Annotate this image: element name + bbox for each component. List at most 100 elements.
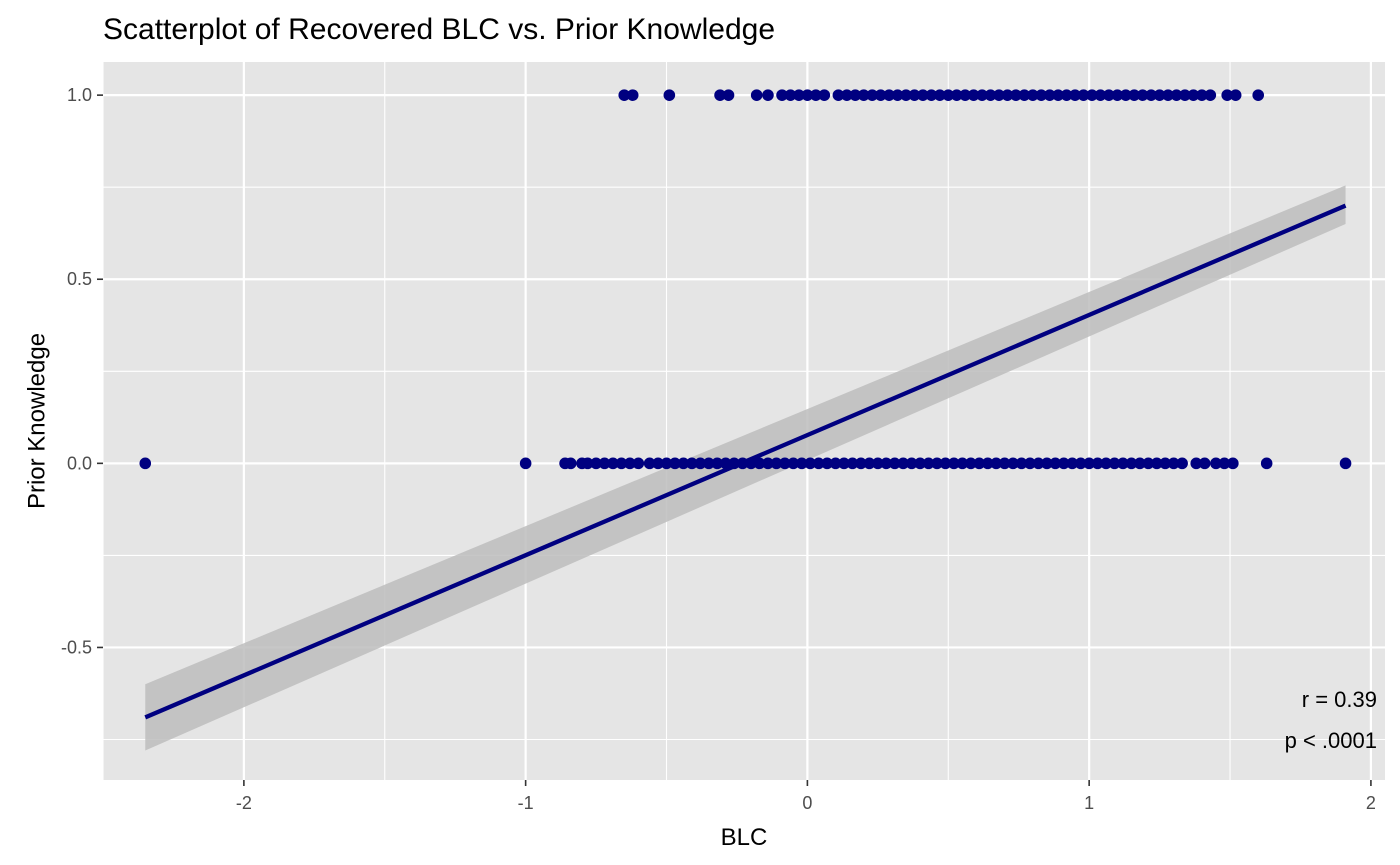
data-point xyxy=(829,457,842,470)
data-point xyxy=(956,457,969,470)
data-point xyxy=(686,457,698,470)
data-point xyxy=(857,89,870,101)
data-point xyxy=(1035,89,1048,101)
data-point xyxy=(1159,457,1172,470)
data-point xyxy=(1052,89,1064,101)
data-point xyxy=(1066,457,1079,470)
data-point xyxy=(1015,457,1028,470)
data-point xyxy=(1108,457,1121,470)
data-point xyxy=(1032,457,1045,470)
y-tick-label: 0.5 xyxy=(67,269,92,289)
data-point xyxy=(1103,89,1115,101)
data-point xyxy=(1210,457,1222,470)
data-point xyxy=(832,89,845,101)
data-point xyxy=(922,457,935,470)
chart-title: Scatterplot of Recovered BLC vs. Prior K… xyxy=(103,13,775,46)
data-point xyxy=(883,89,895,101)
data-point xyxy=(1196,89,1208,101)
x-tick-label: 2 xyxy=(1366,793,1376,813)
x-tick-label: 1 xyxy=(1084,793,1094,813)
data-point xyxy=(1153,89,1166,101)
data-point xyxy=(993,89,1005,101)
data-point xyxy=(1086,89,1098,101)
data-point xyxy=(1125,457,1138,470)
data-point xyxy=(1024,457,1036,470)
data-point xyxy=(891,89,904,101)
data-point xyxy=(590,457,602,470)
data-point xyxy=(607,457,619,470)
data-point xyxy=(948,457,960,470)
data-point xyxy=(863,457,876,470)
data-point xyxy=(897,457,909,470)
data-point xyxy=(581,457,594,470)
y-axis-title: Prior Knowledge xyxy=(23,333,50,509)
data-point xyxy=(1001,89,1014,101)
data-point xyxy=(1204,89,1217,101)
data-point xyxy=(950,89,963,101)
data-points xyxy=(139,89,1352,470)
data-point xyxy=(669,457,681,470)
data-point xyxy=(1119,89,1132,101)
data-point xyxy=(1252,89,1265,101)
data-point xyxy=(1142,457,1155,470)
data-point xyxy=(795,457,808,470)
data-point xyxy=(1162,89,1174,101)
data-point xyxy=(677,457,690,470)
data-point xyxy=(1145,89,1157,101)
y-axis-ticks: -0.5 0.0 0.5 1.0 xyxy=(61,85,103,657)
data-point xyxy=(846,457,859,470)
data-point xyxy=(1260,457,1273,470)
data-point xyxy=(917,89,929,101)
grid-minor xyxy=(102,62,1385,780)
data-point xyxy=(1100,457,1112,470)
y-tick-label: 1.0 xyxy=(67,85,92,105)
data-point xyxy=(624,457,636,470)
data-point xyxy=(1083,457,1095,470)
data-point xyxy=(632,457,645,470)
correlation-annotation: r = 0.39 xyxy=(1302,687,1377,712)
data-point xyxy=(702,457,715,470)
data-point xyxy=(1176,457,1188,470)
data-point xyxy=(1007,457,1019,470)
data-point xyxy=(838,457,850,470)
data-point xyxy=(810,89,822,101)
data-point xyxy=(939,457,952,470)
data-point xyxy=(660,457,673,470)
data-point xyxy=(1227,457,1239,470)
data-point xyxy=(779,457,791,470)
data-point xyxy=(818,89,831,101)
data-point xyxy=(1198,457,1211,470)
data-point xyxy=(1074,457,1087,470)
data-point xyxy=(1117,457,1129,470)
data-point xyxy=(1167,457,1180,470)
data-point xyxy=(959,89,971,101)
data-point xyxy=(804,457,817,470)
data-point xyxy=(1060,89,1073,101)
data-point xyxy=(900,89,912,101)
data-point xyxy=(914,457,926,470)
data-point xyxy=(714,89,726,101)
data-point xyxy=(652,457,664,470)
data-point xyxy=(1027,89,1039,101)
data-point xyxy=(874,89,887,101)
data-point xyxy=(615,457,628,470)
data-point xyxy=(990,457,1002,470)
data-point xyxy=(719,457,732,470)
data-point xyxy=(722,89,735,101)
data-point xyxy=(1094,89,1107,101)
data-point xyxy=(812,457,825,470)
data-point xyxy=(849,89,862,101)
data-point xyxy=(626,89,639,101)
data-point xyxy=(908,89,921,101)
data-point xyxy=(750,89,763,101)
data-point xyxy=(984,89,997,101)
data-point xyxy=(942,89,955,101)
data-point xyxy=(1043,89,1056,101)
data-point xyxy=(753,457,766,470)
data-point xyxy=(1128,89,1141,101)
data-point xyxy=(1170,89,1183,101)
data-point xyxy=(564,457,577,470)
data-point xyxy=(1077,89,1090,101)
data-point xyxy=(998,457,1011,470)
